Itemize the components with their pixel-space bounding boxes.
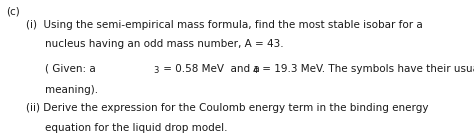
Text: 4: 4 [253,66,258,75]
Text: (i)  Using the semi-empirical mass formula, find the most stable isobar for a: (i) Using the semi-empirical mass formul… [26,20,423,30]
Text: (ii) Derive the expression for the Coulomb energy term in the binding energy: (ii) Derive the expression for the Coulo… [26,103,428,113]
Text: (c): (c) [6,6,19,16]
Text: ( Given: a: ( Given: a [45,64,96,74]
Text: nucleus having an odd mass number, A = 43.: nucleus having an odd mass number, A = 4… [45,39,283,49]
Text: meaning).: meaning). [45,85,98,95]
Text: equation for the liquid drop model.: equation for the liquid drop model. [45,123,228,133]
Text: 3: 3 [153,66,158,75]
Text: = 19.3 MeV. The symbols have their usual: = 19.3 MeV. The symbols have their usual [259,64,474,74]
Text: = 0.58 MeV  and a: = 0.58 MeV and a [160,64,259,74]
